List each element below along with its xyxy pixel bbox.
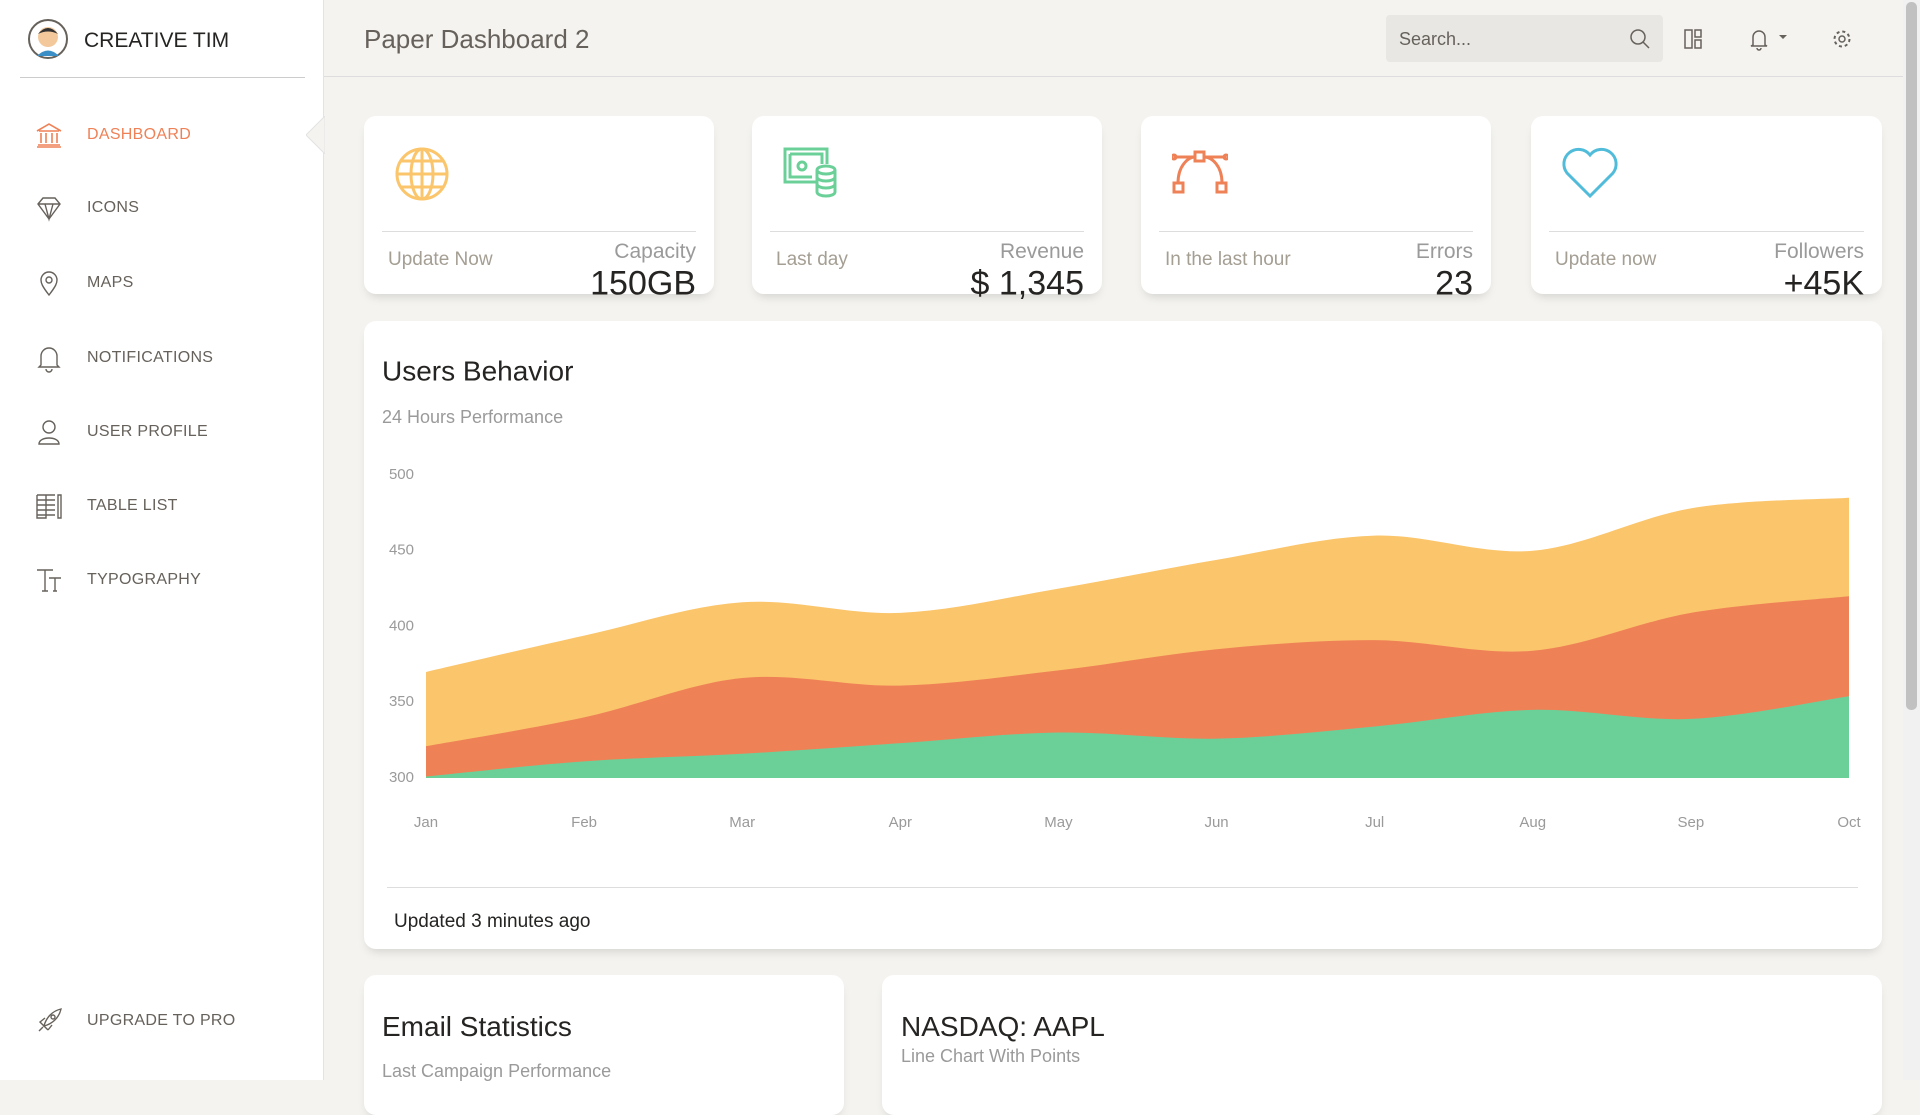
card-title: Email Statistics bbox=[382, 1011, 572, 1042]
icon-diamond bbox=[37, 197, 61, 222]
y-tick-label: 350 bbox=[389, 693, 414, 710]
stat-value: 23 bbox=[1435, 264, 1473, 303]
x-tick-label: Jul bbox=[1365, 814, 1384, 831]
search-placeholder: Search... bbox=[1399, 29, 1472, 49]
card-subtitle: Last Campaign Performance bbox=[382, 1061, 612, 1081]
stat-footer[interactable]: Update now bbox=[1555, 249, 1657, 270]
apps-icon[interactable] bbox=[1683, 28, 1703, 50]
notifications-icon[interactable] bbox=[1749, 27, 1793, 51]
x-tick-label: Mar bbox=[729, 814, 755, 831]
stat-label: Capacity bbox=[614, 240, 696, 263]
chart-divider bbox=[387, 887, 1858, 888]
settings-icon[interactable] bbox=[1831, 28, 1853, 50]
upgrade-link[interactable]: UPGRADE TO PRO bbox=[87, 1012, 236, 1029]
stat-divider bbox=[1549, 231, 1864, 232]
x-tick-label: May bbox=[1044, 814, 1073, 831]
nav-item[interactable]: MAPS bbox=[87, 274, 134, 291]
chart-footer: Updated 3 minutes ago bbox=[394, 911, 591, 932]
nasdaq-card: NASDAQ: AAPL Line Chart With Points bbox=[882, 975, 1882, 1115]
icon-pin bbox=[40, 271, 58, 297]
page-title: Paper Dashboard 2 bbox=[364, 24, 590, 54]
x-tick-label: Apr bbox=[889, 814, 912, 831]
stat-label: Revenue bbox=[999, 240, 1084, 263]
card-title: NASDAQ: AAPL bbox=[901, 1011, 1105, 1042]
x-tick-label: Jun bbox=[1204, 814, 1228, 831]
money-icon bbox=[783, 147, 837, 198]
stat-value: $ 1,345 bbox=[970, 264, 1084, 303]
chart: Users Behavior 24 Hours Performance 300 3… bbox=[382, 355, 1861, 831]
brand-divider bbox=[20, 77, 305, 78]
vector-icon bbox=[1172, 150, 1228, 194]
icon-user bbox=[38, 420, 60, 445]
stat-card: Revenue $ 1,345 Last day bbox=[752, 116, 1102, 303]
area bbox=[426, 696, 1849, 778]
stat-divider bbox=[382, 231, 696, 232]
stat-card: Capacity 150GB Update Now bbox=[364, 116, 714, 303]
stat-divider bbox=[770, 231, 1084, 232]
search-icon[interactable] bbox=[1629, 28, 1651, 50]
search-box[interactable]: Search... bbox=[1386, 15, 1663, 62]
sidebar: CREATIVE TIM DASHBOARD ICONS MAPS NOTIFI… bbox=[0, 0, 325, 1080]
stat-label: Followers bbox=[1774, 240, 1864, 263]
heart-icon bbox=[1562, 147, 1618, 199]
brand-avatar bbox=[28, 19, 68, 59]
stat-value: 150GB bbox=[590, 264, 696, 303]
nav-item[interactable]: DASHBOARD bbox=[87, 126, 192, 143]
x-tick-label: Aug bbox=[1519, 814, 1546, 831]
chart-title: Users Behavior bbox=[382, 355, 573, 386]
icon-dashboard bbox=[36, 123, 62, 148]
stat-footer[interactable]: Update Now bbox=[388, 249, 493, 270]
y-tick-label: 300 bbox=[389, 769, 414, 786]
y-tick-label: 450 bbox=[389, 542, 414, 559]
nav-item[interactable]: USER PROFILE bbox=[87, 423, 208, 440]
stat-footer[interactable]: Last day bbox=[776, 249, 848, 270]
email-card: Email Statistics Last Campaign Performan… bbox=[364, 975, 844, 1115]
card-subtitle: Line Chart With Points bbox=[901, 1046, 1081, 1066]
brand-name: CREATIVE TIM bbox=[84, 29, 230, 52]
nav-item[interactable]: TYPOGRAPHY bbox=[87, 571, 202, 588]
nav-item[interactable]: NOTIFICATIONS bbox=[87, 349, 214, 366]
scrollbar-track bbox=[1903, 0, 1920, 1080]
stat-label: Errors bbox=[1415, 240, 1473, 263]
y-tick-label: 500 bbox=[389, 466, 414, 483]
globe-icon bbox=[395, 147, 449, 201]
x-tick-label: Jan bbox=[414, 814, 438, 831]
chart-subtitle: 24 Hours Performance bbox=[382, 407, 563, 427]
icon-bell bbox=[37, 347, 61, 373]
y-tick-label: 400 bbox=[389, 617, 414, 634]
chart-card: Users Behavior 24 Hours Performance 300 3… bbox=[364, 321, 1882, 949]
stat-card: Followers +45K Update now bbox=[1531, 116, 1882, 303]
x-tick-label: Oct bbox=[1837, 814, 1861, 831]
nav-item[interactable]: TABLE LIST bbox=[87, 497, 178, 514]
active-pointer bbox=[306, 116, 325, 154]
stat-footer[interactable]: In the last hour bbox=[1165, 249, 1291, 270]
x-tick-label: Feb bbox=[571, 814, 597, 831]
stat-card: Errors 23 In the last hour bbox=[1141, 116, 1491, 303]
top-navbar: Paper Dashboard 2 Search... bbox=[324, 0, 1903, 77]
x-tick-label: Sep bbox=[1678, 814, 1705, 831]
icon-type bbox=[37, 569, 61, 592]
stat-divider bbox=[1159, 231, 1473, 232]
scrollbar-thumb[interactable] bbox=[1906, 2, 1917, 710]
stat-value: +45K bbox=[1783, 264, 1864, 303]
icon-table bbox=[36, 494, 62, 519]
nav-item[interactable]: ICONS bbox=[87, 199, 140, 216]
icon-rocket bbox=[38, 1008, 62, 1032]
